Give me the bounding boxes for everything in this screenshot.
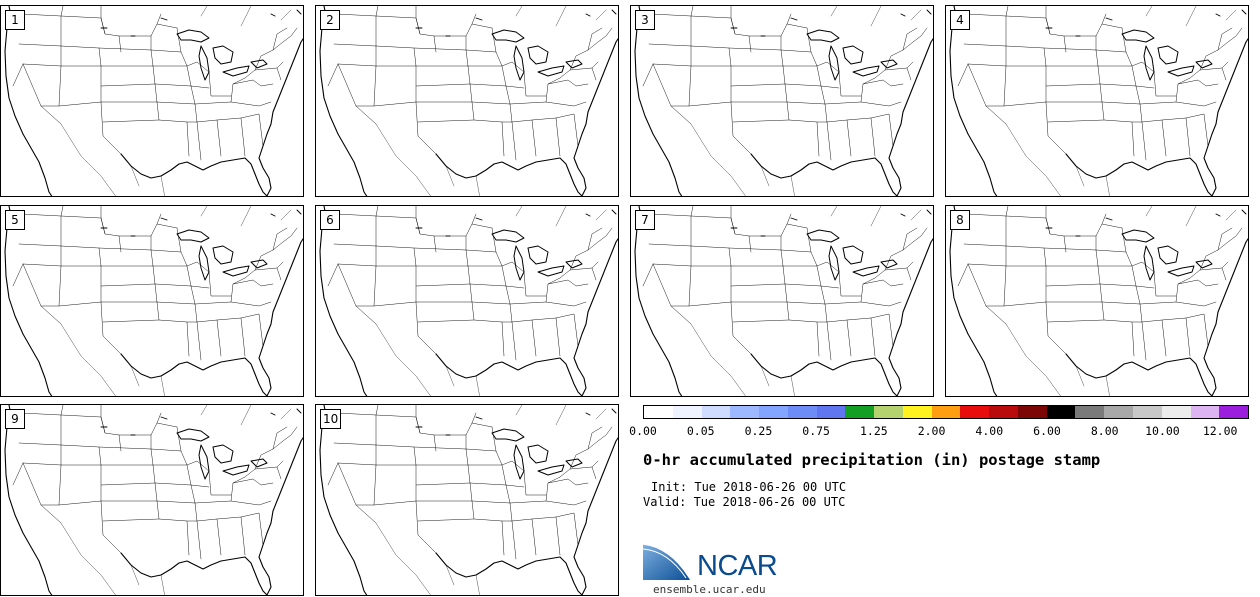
colorbar-swatch xyxy=(960,406,990,418)
colorbar xyxy=(643,405,1249,419)
ncar-logo xyxy=(642,543,690,580)
map-panel-2: 2 xyxy=(315,5,619,197)
colorbar-labels: 0.00 0.05 0.25 0.75 1.25 2.00 4.00 6.00 8.00 10.0… xyxy=(629,424,1260,440)
us-map xyxy=(319,206,618,396)
site-url: ensemble.ucar.edu xyxy=(653,583,766,596)
us-map xyxy=(634,206,933,396)
us-map xyxy=(949,6,1248,196)
map-panel-1: 1 xyxy=(0,5,304,197)
us-map xyxy=(949,206,1248,396)
colorbar-label: 12.00 xyxy=(1202,424,1238,438)
colorbar-swatch xyxy=(1017,406,1047,418)
panel-number: 1 xyxy=(5,10,25,30)
us-map xyxy=(319,405,618,595)
colorbar-label: 10.00 xyxy=(1145,424,1180,438)
chart-title: 0-hr accumulated precipitation (in) post… xyxy=(643,451,1101,469)
us-map xyxy=(4,405,303,595)
colorbar-swatch xyxy=(1161,406,1191,418)
panel-number: 10 xyxy=(320,409,342,429)
colorbar-label: 6.00 xyxy=(1033,424,1061,438)
map-panel-3: 3 xyxy=(630,5,934,197)
panel-number: 4 xyxy=(950,10,970,30)
colorbar-swatch xyxy=(1046,406,1076,418)
colorbar-swatch xyxy=(1104,406,1134,418)
map-panel-9: 9 xyxy=(0,404,304,596)
panel-number: 3 xyxy=(635,10,655,30)
map-panel-7: 7 xyxy=(630,205,934,397)
colorbar-swatch xyxy=(787,406,817,418)
colorbar-swatch xyxy=(989,406,1018,418)
colorbar-swatch xyxy=(730,406,760,418)
colorbar-swatch xyxy=(816,406,846,418)
colorbar-swatch xyxy=(672,406,702,418)
us-map xyxy=(319,6,618,196)
colorbar-swatch xyxy=(1190,406,1220,418)
colorbar-label: 4.00 xyxy=(975,424,1004,438)
panel-number: 2 xyxy=(320,10,340,30)
us-map xyxy=(4,6,303,196)
map-panel-5: 5 xyxy=(0,205,304,397)
map-panel-6: 6 xyxy=(315,205,619,397)
panel-number: 6 xyxy=(320,210,340,230)
colorbar-swatch xyxy=(759,406,788,418)
valid-time: Valid: Tue 2018-06-26 00 UTC xyxy=(643,495,846,509)
colorbar-swatch xyxy=(1075,406,1105,418)
colorbar-swatch xyxy=(644,406,673,418)
colorbar-swatch xyxy=(931,406,961,418)
colorbar-label: 8.00 xyxy=(1090,424,1119,438)
map-panel-10: 10 xyxy=(315,404,619,596)
us-map xyxy=(4,206,303,396)
colorbar-label: 0.75 xyxy=(802,424,830,438)
panel-number: 7 xyxy=(635,210,655,230)
colorbar-swatch xyxy=(1133,406,1162,418)
ncar-logo-text: NCAR xyxy=(697,550,778,582)
us-map xyxy=(634,6,933,196)
colorbar-swatch xyxy=(1219,406,1249,418)
colorbar-label: 2.00 xyxy=(917,424,946,438)
colorbar-label: 0.00 xyxy=(629,424,657,438)
map-panel-4: 4 xyxy=(945,5,1249,197)
colorbar-swatch xyxy=(874,406,903,418)
colorbar-label: 0.25 xyxy=(744,424,773,438)
colorbar-swatch xyxy=(902,406,932,418)
colorbar-label: 0.05 xyxy=(686,424,715,438)
colorbar-swatch xyxy=(845,406,875,418)
colorbar-swatch xyxy=(701,406,731,418)
colorbar-label: 1.25 xyxy=(859,424,888,438)
panel-number: 8 xyxy=(950,210,970,230)
init-time: Init: Tue 2018-06-26 00 UTC xyxy=(651,480,847,494)
panel-number: 9 xyxy=(5,409,25,429)
panel-number: 5 xyxy=(5,210,25,230)
map-panel-8: 8 xyxy=(945,205,1249,397)
